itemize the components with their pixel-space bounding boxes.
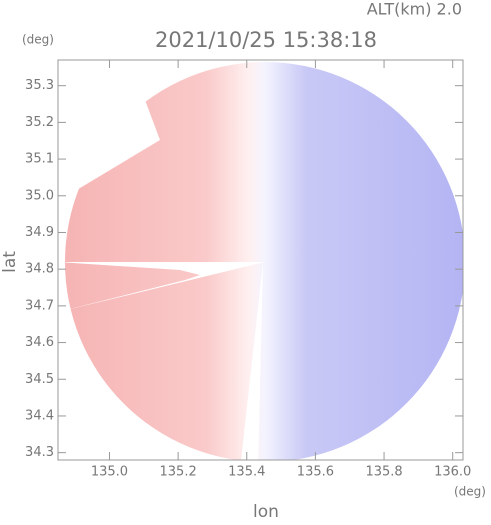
y-unit: (deg) — [22, 33, 54, 47]
y-tick-label: 35.2 — [25, 115, 54, 130]
y-tick-label: 34.4 — [25, 408, 54, 423]
x-tick-label: 136.0 — [434, 465, 471, 480]
radar-field — [58, 60, 463, 460]
x-tick-label: 135.8 — [365, 465, 402, 480]
y-tick-label: 34.7 — [25, 298, 54, 313]
y-tick-label: 35.0 — [25, 188, 54, 203]
x-tick-label: 135.6 — [297, 465, 334, 480]
y-axis-label: lat — [0, 251, 20, 273]
y-tick-label: 35.3 — [25, 78, 54, 93]
y-tick-label: 34.9 — [25, 225, 54, 240]
plot-frame — [57, 59, 464, 461]
y-tick-label: 34.6 — [25, 335, 54, 350]
y-tick-label: 34.3 — [25, 445, 54, 460]
y-tick-label: 34.8 — [25, 262, 54, 277]
x-tick-label: 135.2 — [160, 465, 197, 480]
x-tick-label: 135.4 — [228, 465, 265, 480]
chart-title: 2021/10/25 15:38:18 — [155, 28, 377, 52]
x-axis-label: lon — [253, 502, 279, 521]
subtitle: ALT(km) 2.0 — [367, 0, 462, 19]
x-tick-label: 135.0 — [91, 465, 128, 480]
y-tick-label: 34.5 — [25, 372, 54, 387]
x-unit: (deg) — [454, 485, 486, 499]
y-tick-label: 35.1 — [25, 152, 54, 167]
